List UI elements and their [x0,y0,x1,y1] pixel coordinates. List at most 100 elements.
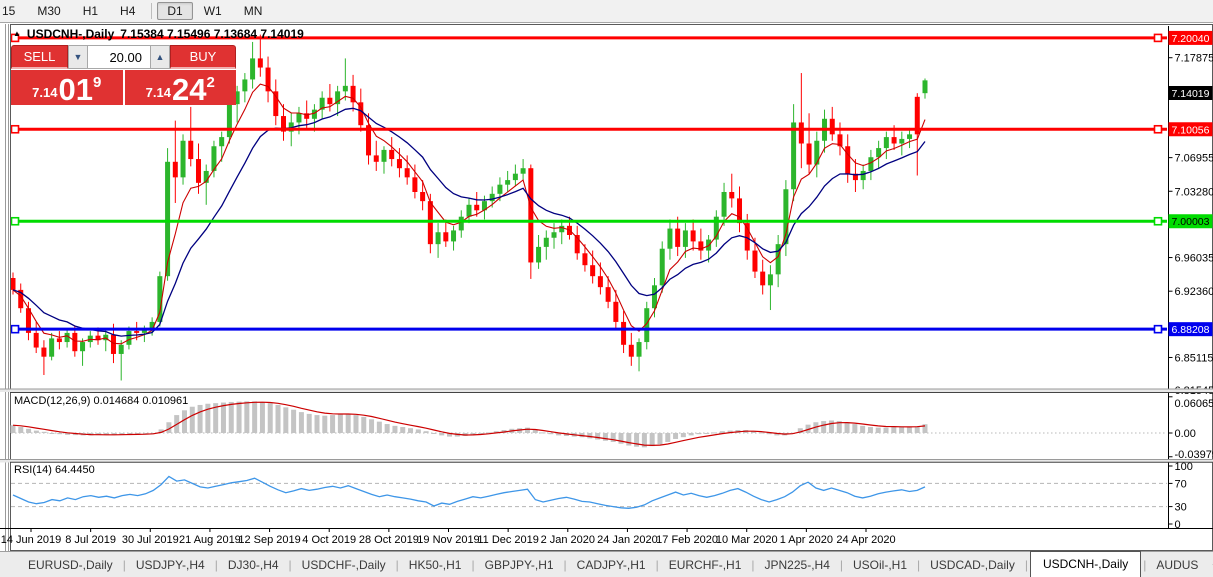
macd-histogram-bar [275,404,281,433]
candle-bear [605,287,611,302]
price-badge [1168,322,1213,337]
timeframe-button-h1[interactable]: H1 [82,4,99,18]
chart-tab-usdchf-daily[interactable]: USDCHF-,Daily [301,557,386,572]
timeframe-button-w1[interactable]: W1 [203,4,222,18]
chart-tab-cadjpy-h1[interactable]: CADJPY-,H1 [576,557,646,572]
macd-histogram-bar [602,433,608,441]
candle-bull [49,338,55,357]
candle-bull [767,274,773,286]
line-drag-handle[interactable] [1153,124,1163,134]
candle-bear [72,332,78,352]
candle-bull [250,58,256,80]
candle-bear [698,241,704,251]
line-drag-handle[interactable] [11,33,20,43]
candle-bear [389,149,395,160]
rsi-axis-label: 0 [1175,519,1181,531]
date-axis-label: 11 Dec 2019 [477,534,539,546]
macd-axis-label: 0.00 [1175,428,1196,440]
timeframe-button-d1[interactable]: D1 [157,2,193,20]
candle-bear [11,278,16,290]
chart-tab-usdcnh-daily[interactable]: USDCNH-,Daily [1029,550,1142,577]
candle-bull [512,173,518,181]
timeframe-button-m30[interactable]: M30 [37,4,61,18]
macd-histogram-bar [166,422,172,433]
line-drag-handle[interactable] [11,216,20,226]
macd-histogram-bar [899,427,905,433]
chart-ohlc-values: 7.15384 7.15496 7.13684 7.14019 [120,27,304,41]
chart-tab-eurchf-h1[interactable]: EURCHF-,H1 [668,557,742,572]
candle-bull [489,193,495,202]
macd-histogram-bar [369,419,375,433]
tab-separator: | [1024,557,1028,572]
collapse-panel-icon[interactable]: ▲ [13,28,21,38]
date-axis-label: 19 Nov 2019 [417,534,479,546]
macd-histogram-bar [673,433,679,439]
chart-tab-dj30-h4[interactable]: DJ30-,H4 [227,557,279,572]
rsi-pane[interactable] [11,475,1167,509]
macd-histogram-bar [587,433,593,439]
macd-histogram-bar [665,433,671,442]
candle-bear [690,230,696,242]
volume-decrease-button[interactable]: ▼ [68,45,88,69]
timeframe-button-mn[interactable]: MN [243,4,263,18]
buy-price-display[interactable]: 7.14 24 2 [124,70,236,105]
chart-tab-gbpjpy-h1[interactable]: GBPJPY-,H1 [484,557,554,572]
macd-histogram-bar [906,427,912,433]
chart-tab-usoil-h1[interactable]: USOil-,H1 [853,557,908,572]
macd-histogram-bar [751,431,757,433]
sell-price-display[interactable]: 7.14 01 9 [11,70,123,105]
candle-bull [883,137,889,149]
date-axis-label: 2 Jan 2020 [541,534,595,546]
timeframe-button-15[interactable]: 15 [2,4,16,18]
line-drag-handle[interactable] [1153,33,1163,43]
timeframe-button-h4[interactable]: H4 [120,4,136,18]
candle-bull [651,285,657,309]
macd-histogram-bar [259,401,265,433]
macd-histogram-bar [641,433,647,448]
volume-increase-button[interactable]: ▲ [150,45,170,69]
macd-pane[interactable] [10,401,1168,448]
macd-histogram-bar [392,425,398,433]
macd-histogram-bar [891,427,897,433]
candle-bear [891,137,897,144]
candle-bull [141,329,147,333]
line-drag-handle[interactable] [11,124,20,134]
macd-signal-line [12,401,926,447]
tab-separator: | [839,557,843,572]
chart-title: ▲ USDCNH-,Daily 7.15384 7.15496 7.13684 … [13,27,304,41]
candle-bear [474,204,480,211]
pane-separator[interactable] [0,389,1213,392]
main-price-pane[interactable] [11,33,1168,381]
macd-histogram-bar [649,433,655,447]
candle-bull [157,276,163,322]
chart-tab-hk50-h1[interactable]: HK50-,H1 [408,557,462,572]
price-axis-tick-label: 7.17875 [1175,53,1213,65]
chart-tab-usdjpy-h4[interactable]: USDJPY-,H4 [135,557,205,572]
volume-input[interactable] [88,46,150,68]
chart-tab-usdcad-daily[interactable]: USDCAD-,Daily [930,557,1015,572]
candle-bull [559,225,565,233]
candle-bull [458,216,464,231]
candle-bear [373,155,379,162]
candle-bull [644,308,650,343]
sell-button[interactable]: SELL [11,45,68,69]
pane-separator[interactable] [0,459,1213,463]
macd-histogram-bar [314,415,320,433]
price-badge [1168,214,1213,229]
buy-button[interactable]: BUY [170,45,236,69]
macd-histogram-bar [353,415,359,433]
line-drag-handle[interactable] [11,324,20,334]
macd-histogram-bar [306,413,312,433]
chart-tab-audus[interactable]: AUDUS [1156,557,1199,572]
chart-tab-jpn225-h4[interactable]: JPN225-,H4 [764,557,830,572]
chart-tab-eurusd-daily[interactable]: EURUSD-,Daily [28,557,113,572]
line-drag-handle[interactable] [1153,216,1163,226]
toolbar-separator [151,3,153,19]
line-drag-handle[interactable] [1153,324,1163,334]
macd-histogram-bar [283,407,289,433]
macd-histogram-bar [844,422,850,433]
candle-bear [621,321,627,345]
candle-bear [597,276,603,288]
